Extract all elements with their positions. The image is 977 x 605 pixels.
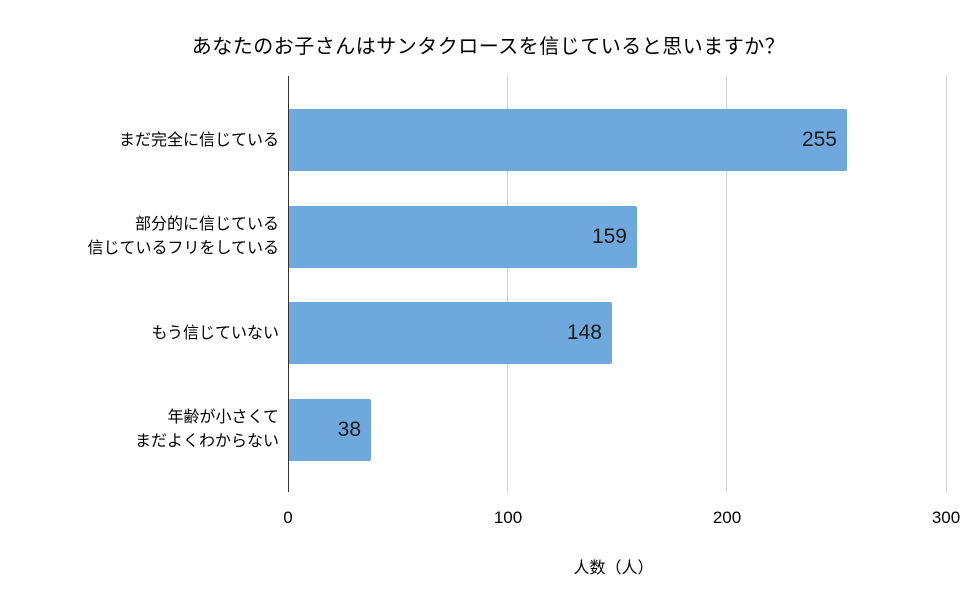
bar-no-longer-believe: 148 [288,302,612,364]
chart-title: あなたのお子さんはサンタクロースを信じていると思いますか？ [191,34,786,58]
category-label-fully-believe: まだ完全に信じている [119,128,279,152]
x-tick-200: 200 [712,508,742,527]
bar-value-label: 148 [566,321,602,344]
x-tick-0: 0 [283,508,293,527]
gridline-100 [507,76,508,492]
x-axis-title: 人数（人） [0,554,977,578]
category-label-line: まだよくわからない [134,431,279,450]
category-label-too-young: 年齢が小さくて まだよくわからない [135,405,279,453]
category-label-line: 信じているフリをしている [87,238,279,257]
bar-value-label: 159 [591,225,627,248]
category-label-no-longer-believe: もう信じていない [151,321,279,345]
bar-value-label: 255 [801,128,837,151]
gridline-300 [946,76,947,492]
category-label-line: もう信じていない [151,323,279,342]
plot-area: 255 159 148 38 [288,76,947,492]
x-tick-300: 300 [931,508,961,527]
bar-value-label: 38 [337,418,361,441]
x-axis-title-text: 人数（人） [573,558,654,577]
bar-fully-believe: 255 [288,109,847,171]
category-label-line: まだ完全に信じている [118,130,279,149]
x-tick-100: 100 [493,508,523,527]
category-label-partially-believe: 部分的に信じている 信じているフリをしている [87,212,279,260]
bar-too-young: 38 [288,399,371,461]
category-label-line: 年齢が小さくて [167,407,279,426]
y-axis-line [288,76,289,492]
gridline-200 [726,76,727,492]
bar-partially-believe: 159 [288,206,637,268]
category-label-line: 部分的に信じている [134,214,279,233]
